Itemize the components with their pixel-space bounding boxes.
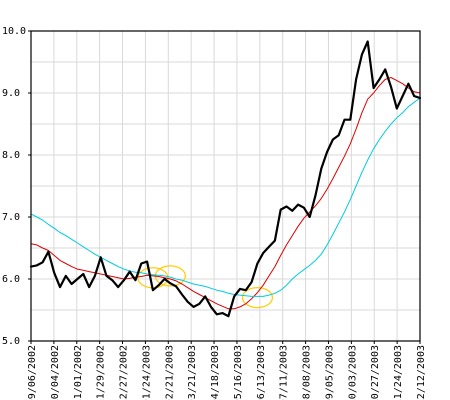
series-line xyxy=(29,40,422,318)
series-line xyxy=(30,97,421,297)
y-tick-label: 10.0 xyxy=(2,26,26,37)
x-tick-label: 02/21/2003 xyxy=(164,345,175,400)
x-tick-label: 09/05/2003 xyxy=(324,345,335,400)
x-tick-label: 07/11/2003 xyxy=(279,345,290,400)
y-axis: 5.0 6.0 7.0 8.0 9.0 10.0 xyxy=(2,26,31,347)
y-tick-label: 5.0 xyxy=(2,336,20,347)
x-tick-label: 08/08/2003 xyxy=(302,345,313,400)
x-tick-label: 04/18/2003 xyxy=(210,345,221,400)
x-tick-label: 12/27/2002 xyxy=(119,345,130,400)
y-tick-label: 6.0 xyxy=(2,274,20,285)
x-tick-label: 11/24/2003 xyxy=(393,345,404,400)
series-lines xyxy=(29,40,422,318)
highlight-ellipse xyxy=(241,287,274,309)
x-tick-label: 10/04/2002 xyxy=(50,345,61,400)
x-tick-label: 12/12/2003 xyxy=(416,345,427,400)
grid xyxy=(30,30,421,342)
x-tick-label: 11/29/2002 xyxy=(96,345,107,400)
x-tick-label: 01/24/2003 xyxy=(141,345,152,400)
x-tick-label: 06/13/2003 xyxy=(256,345,267,400)
y-tick-label: 9.0 xyxy=(2,88,20,99)
y-tick-label: 8.0 xyxy=(2,150,20,161)
x-tick-label: 11/01/2002 xyxy=(73,345,84,400)
y-tick-label: 7.0 xyxy=(2,212,20,223)
x-tick-label: 03/21/2003 xyxy=(187,345,198,400)
x-tick-label: 10/03/2003 xyxy=(347,345,358,400)
x-tick-label: 09/06/2002 xyxy=(27,345,38,400)
plot-frame xyxy=(30,30,421,342)
x-tick-label: 10/27/2003 xyxy=(370,345,381,400)
series-line xyxy=(30,77,421,310)
x-tick-label: 05/16/2003 xyxy=(233,345,244,400)
x-axis: 09/06/2002 10/04/2002 11/01/2002 11/29/2002… xyxy=(27,341,427,400)
